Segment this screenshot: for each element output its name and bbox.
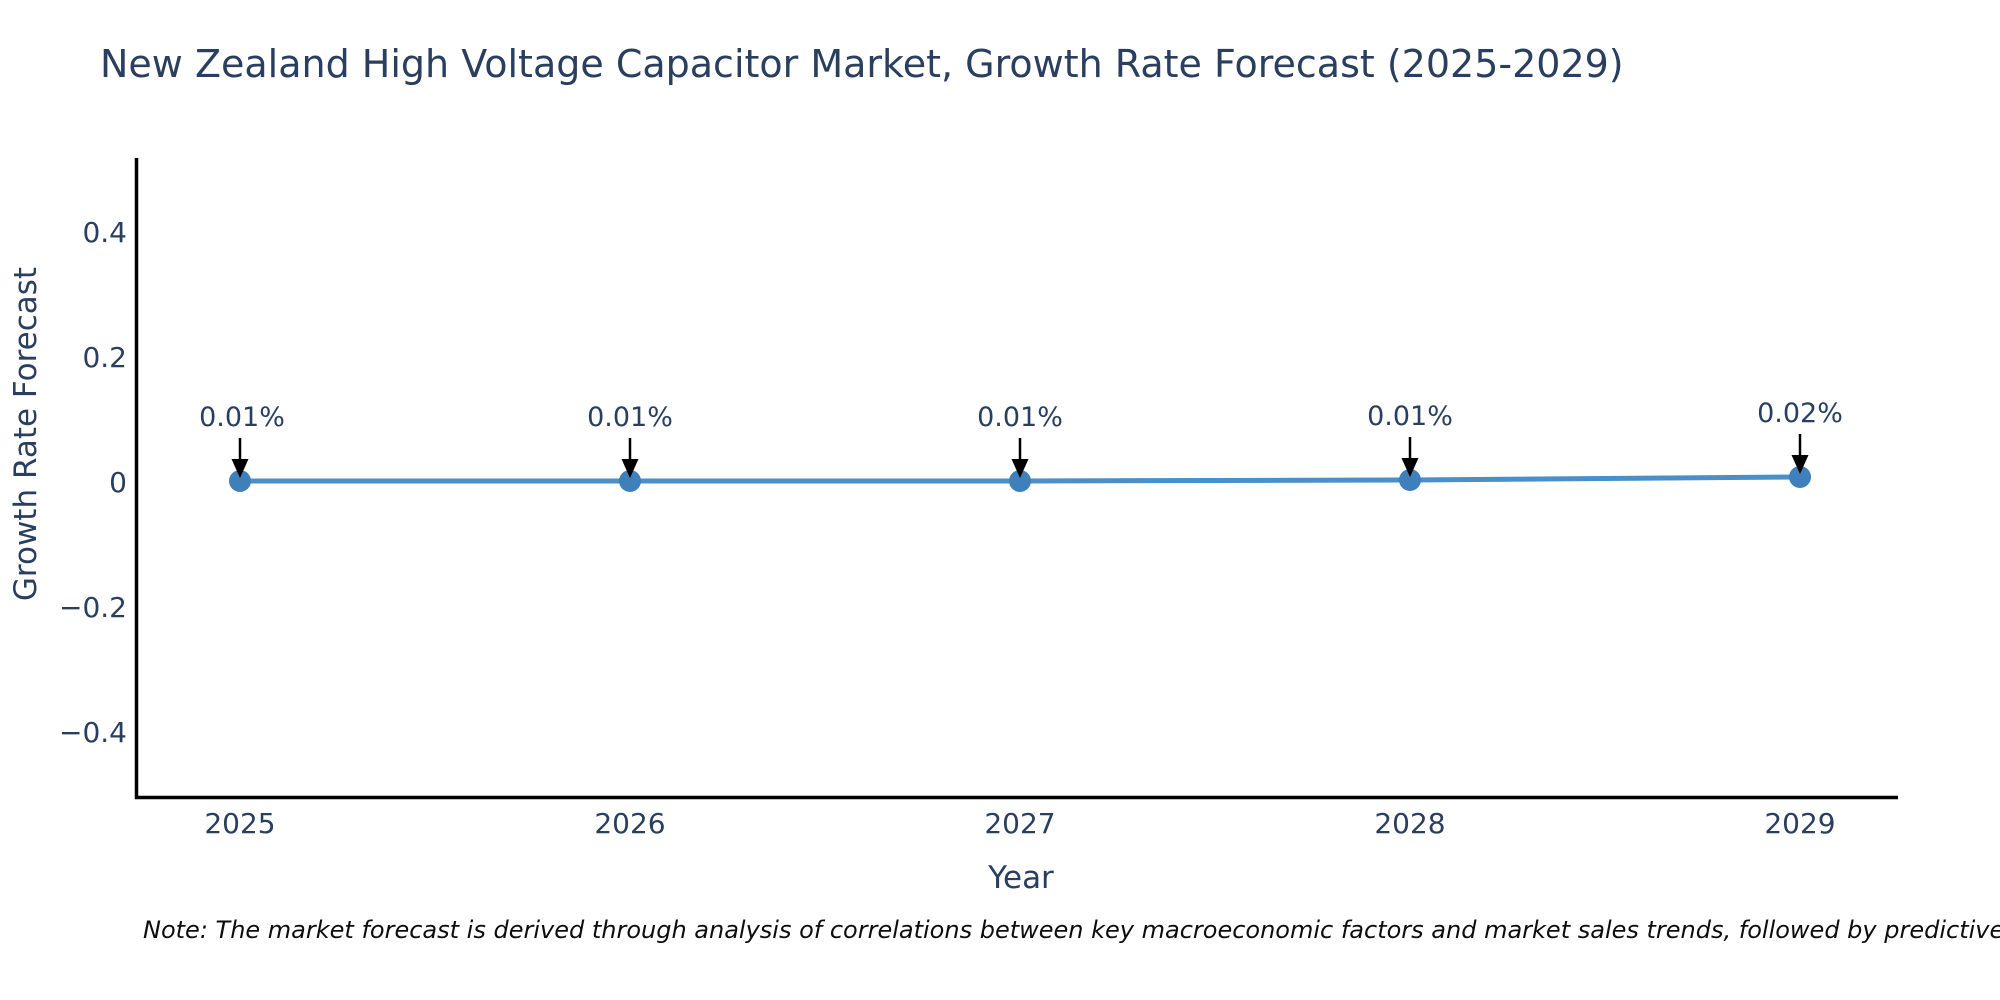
annotation-arrow-2027 [1011,438,1029,478]
annotation-label-2028: 0.01% [1367,401,1453,432]
annotation-arrow-2025 [231,438,249,478]
x-tick-label: 2028 [1374,807,1446,840]
annotation-label-2025: 0.01% [199,402,285,433]
footnote: Note: The market forecast is derived thr… [143,916,2000,944]
x-tick-label: 2029 [1764,807,1836,840]
data-point-marker-2026 [619,470,641,492]
annotation-label-2029: 0.02% [1757,398,1843,429]
annotation-arrow-2026 [621,438,639,478]
data-point-marker-2028 [1399,469,1421,491]
annotation-label-2027: 0.01% [977,402,1063,433]
data-point-marker-2025 [229,470,251,492]
x-tick-label: 2027 [984,807,1056,840]
x-axis-title: Year [988,860,1054,896]
y-tick-label: 0 [109,466,127,499]
y-tick-label: 0.2 [82,341,127,374]
data-point-marker-2027 [1009,470,1031,492]
chart-title: New Zealand High Voltage Capacitor Marke… [100,42,1624,86]
data-point-marker-2029 [1789,466,1811,488]
x-tick-label: 2025 [204,807,276,840]
y-tick-label: −0.4 [59,716,127,749]
y-tick-label: 0.4 [82,216,127,249]
y-tick-label: −0.2 [59,591,127,624]
x-tick-label: 2026 [594,807,666,840]
annotation-arrow-2029 [1791,434,1809,474]
annotation-arrow-2028 [1401,437,1419,477]
annotation-label-2026: 0.01% [587,402,673,433]
